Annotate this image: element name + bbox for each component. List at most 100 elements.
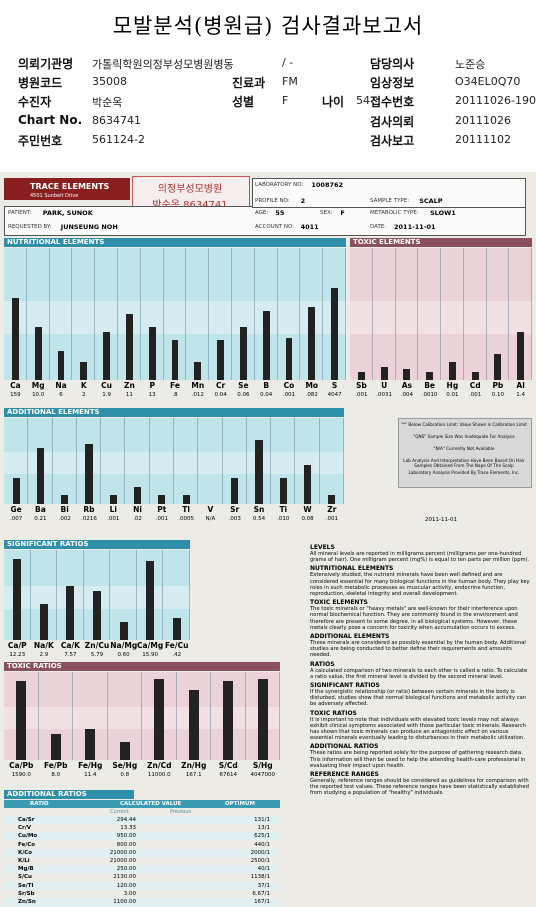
column-line [75, 418, 77, 504]
ratio-name: K/Co [18, 849, 33, 856]
element-name: Cu [101, 381, 112, 390]
section-text: Extensively studied, the nutrient minera… [310, 572, 530, 598]
table-column: OPTIMUM [225, 801, 255, 807]
column-line [245, 418, 247, 504]
bar [426, 372, 434, 380]
field-label: 검사보고 [370, 134, 415, 148]
legend-date: 2011-11-01 [425, 517, 457, 523]
element-value: 167.1 [185, 772, 202, 778]
element-name: Zn/Cd [147, 761, 172, 770]
element-value: .007 [10, 516, 23, 522]
bar [39, 604, 48, 640]
address: 4501 Sunbelt Drive [30, 193, 79, 199]
element-value: .02 [133, 516, 142, 522]
column-line [71, 248, 73, 380]
section-heading: TOXIC ELEMENTS [310, 599, 368, 607]
bar [154, 679, 165, 760]
ratio-optimum: 37/1 [257, 882, 270, 889]
element-value: 0.8 [120, 772, 130, 778]
ratio-name: Mg/B [18, 866, 34, 873]
element-value: .001 [155, 516, 168, 522]
logo-band [4, 178, 130, 200]
element-name: P [149, 381, 155, 390]
column-line [508, 248, 510, 380]
column-line [173, 418, 174, 504]
ratio-value: 21000.00 [109, 849, 136, 856]
ratio-value: 2130.00 [113, 874, 136, 881]
column-line [109, 550, 111, 640]
column-line [72, 672, 73, 760]
bar [517, 332, 525, 380]
panel-header [4, 790, 134, 799]
ratio-name: Se/Tl [18, 882, 34, 889]
column-line [270, 418, 272, 504]
element-name: Zn [124, 381, 135, 390]
column-line [485, 248, 487, 380]
column-line [175, 672, 177, 760]
panel-band [4, 452, 344, 474]
bar [303, 465, 312, 504]
ratio-value: 21000.00 [109, 858, 136, 864]
report-field-label: ACCOUNT NO: [255, 224, 295, 230]
element-name: Se/Hg [112, 761, 138, 770]
element-name: W [303, 505, 312, 514]
panel-header [350, 238, 532, 247]
bar [494, 353, 502, 380]
section: RATIOS A calculated comparison of two min… [310, 661, 532, 680]
element-name: Zn/Hg [181, 761, 207, 770]
column-line [276, 248, 278, 380]
section: SIGNIFICANT RATIOS If the synergistic rel… [310, 682, 532, 708]
bar [255, 439, 263, 504]
element-name: Pb [492, 381, 504, 390]
table-row-bg [4, 898, 280, 906]
column-line [322, 248, 324, 380]
report-field-value: SLOW1 [430, 209, 456, 217]
element-value: 0.01 [446, 392, 459, 398]
element-value: .001 [469, 392, 482, 398]
panel-header [4, 540, 190, 549]
column-line [37, 672, 39, 760]
element-value: 11.4 [84, 772, 97, 778]
field-value: 20111026 [455, 114, 511, 127]
element-name: Ni [133, 505, 142, 514]
element-value: .001 [107, 516, 120, 522]
element-value: .0010 [421, 392, 438, 398]
bar [158, 495, 166, 504]
ratio-optimum: 131/1 [254, 817, 270, 823]
table-row-bg [4, 848, 280, 857]
section: TOXIC ELEMENTS The toxic minerals or "hea… [310, 599, 532, 631]
field-value: 54 [356, 94, 370, 107]
explanations: LEVELS All mineral levels are reported in… [310, 542, 532, 797]
element-name: As [401, 381, 413, 390]
report-field-label: AGE: [255, 210, 269, 216]
report-field-label: SAMPLE TYPE: [370, 198, 410, 204]
element-value: 159 [10, 392, 21, 398]
column-line [162, 550, 164, 640]
column-line [318, 418, 320, 504]
column-line [294, 418, 296, 504]
legend-text: "N/A" Currently Not Available [433, 446, 495, 451]
ratio-name: Ca/Sr [18, 817, 35, 823]
element-value: .002 [58, 516, 71, 522]
bar [34, 327, 42, 380]
ratio-name: Cu/Mo [18, 833, 38, 840]
element-value: .0031 [376, 392, 392, 398]
column-line [56, 550, 58, 640]
section-heading: ADDITIONAL ELEMENTS [310, 633, 390, 641]
column-line [231, 248, 232, 380]
legend-text: Laboratory Analysis Provided By Trace El… [408, 470, 520, 475]
panel-band [4, 707, 280, 730]
element-name: Sb [355, 381, 367, 390]
column-line [162, 248, 164, 380]
bar [80, 361, 88, 380]
report-field-value: 2 [300, 197, 306, 205]
section-text: All mineral levels are reported in milli… [310, 551, 530, 564]
column-line [117, 248, 118, 380]
element-value: 1.9 [102, 392, 111, 398]
column-line [48, 248, 50, 380]
element-value: 0.60 [117, 652, 130, 658]
column-line [124, 418, 126, 504]
element-value: .001 [325, 516, 338, 522]
element-name: K [80, 381, 87, 390]
bar [109, 495, 117, 504]
